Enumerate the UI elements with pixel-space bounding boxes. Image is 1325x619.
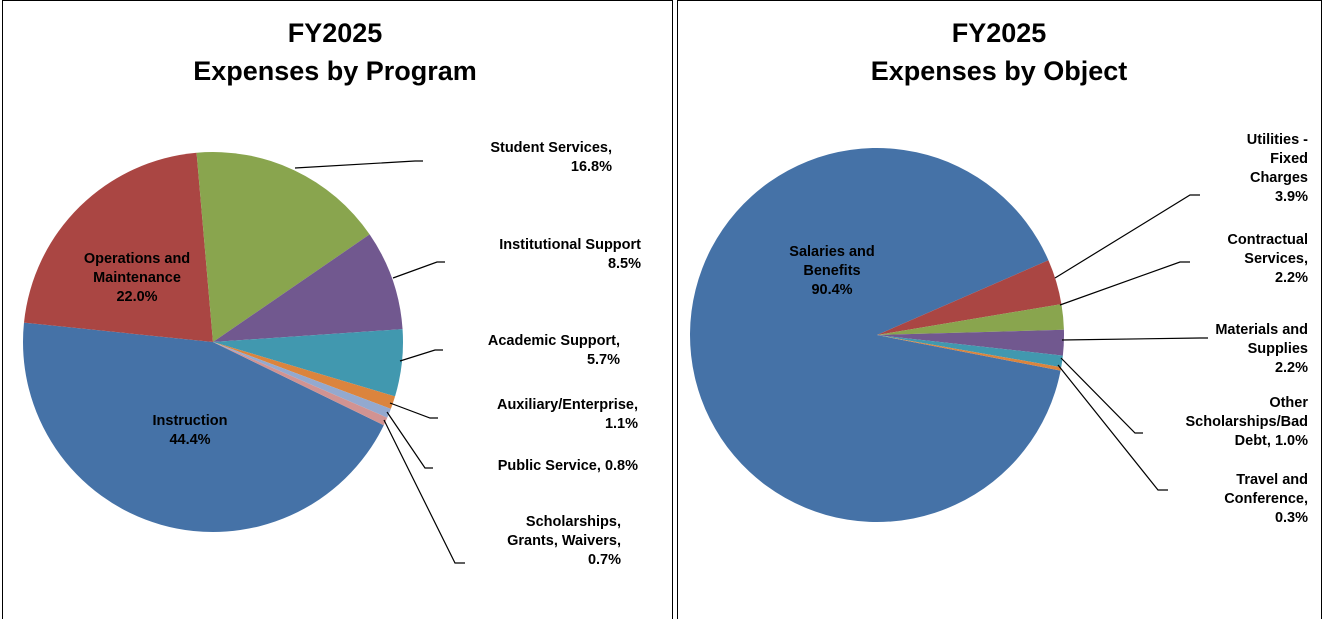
label-name: Auxiliary/Enterprise, [496, 397, 638, 413]
data-label: Instruction 44.4% [125, 412, 255, 450]
label-name: Student Services, [490, 140, 612, 156]
title-line: FY2025 [287, 18, 383, 48]
data-label: Auxiliary/Enterprise, 1.1% [448, 396, 638, 434]
label-value: 1.1% [604, 416, 638, 432]
leader-line [383, 419, 465, 564]
label-value: 8.5% [607, 256, 641, 272]
panel-border [2, 0, 673, 619]
pie-slice [22, 322, 384, 532]
pie-slice [877, 329, 1064, 356]
label-name: Operations and Maintenance [83, 251, 191, 286]
label-value: 1.0% [1274, 433, 1308, 449]
leader-line [1060, 357, 1143, 434]
leader-line [389, 402, 438, 419]
subtitle: Expenses by Program [193, 56, 477, 86]
data-label: Academic Support, 5.7% [450, 332, 620, 370]
data-label: Utilities - Fixed Charges 3.9% [1228, 131, 1308, 207]
leader-line [1059, 261, 1190, 306]
chart-title: FY2025 Expenses by Program [5, 14, 665, 90]
pie-slice [213, 234, 403, 342]
leader-line [392, 261, 445, 279]
label-name: Other Scholarships/Bad Debt, [1185, 395, 1308, 449]
data-label: Contractual Services, 2.2% [1213, 231, 1308, 288]
pie-slice [196, 152, 370, 342]
pie-slice [213, 342, 388, 426]
leader-line [386, 411, 433, 469]
pie-slice [23, 152, 214, 342]
label-name: Salaries and Benefits [789, 244, 875, 279]
label-value: 0.8% [604, 458, 638, 474]
label-name: Travel and Conference, [1224, 472, 1308, 507]
label-value: 44.4% [169, 432, 211, 448]
label-name: Contractual Services, [1227, 232, 1308, 267]
label-value: 22.0% [116, 289, 158, 305]
data-label: Travel and Conference, 0.3% [1213, 471, 1308, 528]
data-label: Student Services, 16.8% [442, 139, 612, 177]
data-label: Other Scholarships/Bad Debt, 1.0% [1178, 394, 1308, 451]
label-name: Materials and Supplies [1215, 322, 1308, 357]
label-value: 3.9% [1274, 189, 1308, 205]
leader-line [1054, 194, 1200, 279]
label-name: Utilities - Fixed Charges [1246, 132, 1308, 186]
label-name: Academic Support, [487, 333, 620, 349]
pie-slice [690, 148, 1061, 523]
pie-slice [213, 342, 396, 409]
label-value: 16.8% [570, 159, 612, 175]
pie-slice [877, 335, 1063, 368]
label-name: Instruction [152, 413, 228, 429]
pie-slice [877, 304, 1064, 335]
leader-line [1061, 337, 1208, 341]
panel-border [677, 0, 1322, 619]
label-value: 2.2% [1274, 360, 1308, 376]
data-label: Public Service, 0.8% [438, 457, 638, 476]
label-value: 0.3% [1274, 510, 1308, 526]
data-label: Operations and Maintenance 22.0% [72, 250, 202, 307]
leader-line [294, 160, 423, 169]
label-name: Scholarships, Grants, Waivers, [507, 514, 621, 549]
pie-slice [877, 260, 1062, 335]
data-label: Scholarships, Grants, Waivers, 0.7% [486, 513, 621, 570]
pie-slice [213, 329, 403, 397]
subtitle: Expenses by Object [870, 56, 1128, 86]
leader-line [1057, 364, 1168, 491]
label-value: 2.2% [1274, 270, 1308, 286]
data-label: Institutional Support 8.5% [451, 236, 641, 274]
pie-slice [213, 342, 391, 418]
label-value: 90.4% [811, 282, 853, 298]
label-value: 5.7% [586, 352, 620, 368]
pie-slice [877, 335, 1062, 371]
chart-title: FY2025 Expenses by Object [669, 14, 1325, 90]
label-name: Public Service, [497, 458, 601, 474]
title-line: FY2025 [951, 18, 1047, 48]
data-label: Materials and Supplies 2.2% [1198, 321, 1308, 378]
data-label: Salaries and Benefits 90.4% [777, 243, 887, 300]
leader-line [399, 349, 443, 362]
label-value: 0.7% [587, 552, 621, 568]
label-name: Institutional Support [499, 237, 641, 253]
